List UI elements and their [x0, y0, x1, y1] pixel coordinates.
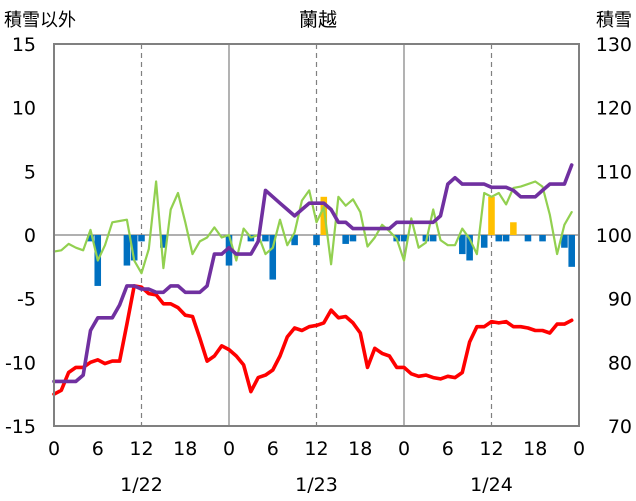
date-label: 1/23 [295, 474, 338, 496]
precipitation-bar [568, 235, 575, 267]
left-tick-label: 15 [12, 34, 36, 56]
precipitation-bar [510, 222, 517, 235]
left-tick-label: -5 [17, 289, 36, 311]
precipitation-bar [291, 235, 298, 246]
x-tick-label: 0 [398, 438, 410, 460]
left-tick-label: 10 [12, 98, 36, 120]
right-tick-label: 80 [608, 352, 632, 374]
precipitation-bar [459, 235, 466, 255]
left-tick-labels: 15 10 5 0 -5 -10 -15 [5, 34, 36, 438]
right-tick-label: 130 [596, 34, 632, 56]
precipitation-bar [320, 196, 328, 235]
x-tick-label: 18 [523, 438, 547, 460]
right-tick-label: 100 [596, 225, 632, 247]
x-tick-label: 6 [267, 438, 279, 460]
snow-depth-change-line [52, 180, 573, 275]
precipitation-bar [342, 235, 349, 244]
precipitation-bar [539, 235, 546, 242]
precipitation-bar [262, 235, 269, 242]
precipitation-bar [480, 235, 488, 248]
right-tick-label: 70 [608, 416, 632, 438]
precipitation-bar [87, 235, 94, 242]
plot-frame [53, 43, 580, 427]
right-tick-labels: 130 120 110 100 90 80 70 [596, 34, 632, 438]
precipitation-bar [466, 235, 473, 261]
left-axis-label: 積雪以外 [4, 10, 76, 31]
right-axis-label: 積雪 [596, 10, 632, 31]
precipitation-bar [313, 235, 320, 246]
date-labels: 1/22 1/23 1/24 [120, 474, 513, 496]
left-tick-label: -10 [5, 352, 36, 374]
x-tick-label: 0 [223, 438, 235, 460]
x-tick-label: 18 [348, 438, 372, 460]
right-tick-label: 110 [596, 161, 632, 183]
precipitation-bar [502, 235, 510, 242]
snow-depth-line [52, 163, 574, 384]
right-tick-label: 120 [596, 98, 632, 120]
precipitation-bar [400, 235, 408, 242]
x-tick-label: 0 [573, 438, 585, 460]
temperature-line [52, 284, 574, 397]
precipitation-bar [561, 235, 568, 248]
x-tick-label: 12 [304, 438, 328, 460]
left-tick-label: -15 [5, 416, 36, 438]
date-label: 1/24 [470, 474, 513, 496]
right-tick-label: 90 [608, 289, 632, 311]
x-tick-label: 12 [479, 438, 503, 460]
x-tick-label: 0 [48, 438, 60, 460]
x-tick-label: 6 [92, 438, 104, 460]
x-tick-labels: 0 6 12 18 0 6 12 18 0 6 12 18 0 [48, 438, 585, 460]
precipitation-bar [269, 235, 277, 280]
left-tick-label: 0 [24, 225, 36, 247]
series-lines [52, 163, 574, 397]
precipitation-bar [349, 235, 357, 242]
precipitation-bar [160, 235, 167, 248]
x-tick-label: 12 [129, 438, 153, 460]
x-tick-label: 6 [442, 438, 454, 460]
chart-title: 蘭越 [299, 9, 337, 31]
precipitation-bar [130, 235, 138, 261]
precipitation-bar [138, 235, 145, 242]
precipitation-bar [123, 235, 131, 266]
precipitation-bar [524, 235, 532, 242]
precipitation-bar [225, 235, 233, 266]
precipitation-bar [429, 235, 437, 242]
precipitation-bar [488, 196, 495, 235]
x-tick-label: 18 [173, 438, 197, 460]
left-tick-label: 5 [24, 161, 36, 183]
date-label: 1/22 [120, 474, 163, 496]
precipitation-bar [495, 235, 503, 242]
